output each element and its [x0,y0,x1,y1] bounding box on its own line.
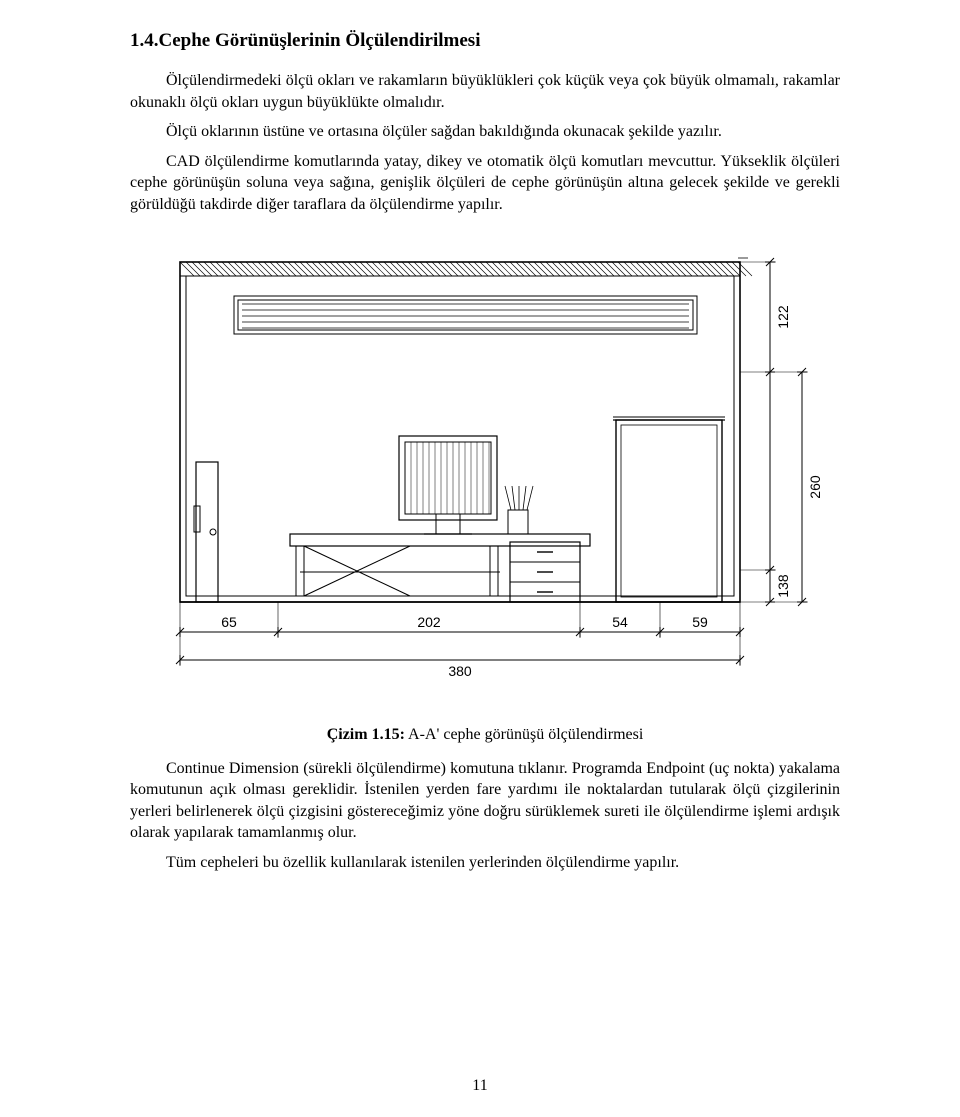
svg-text:54: 54 [612,614,628,630]
drawing-svg: 65 202 54 59 380 122 138 260 [130,242,850,712]
svg-text:59: 59 [692,614,708,630]
svg-text:122: 122 [775,305,791,329]
section-heading: 1.4.Cephe Görünüşlerinin Ölçülendirilmes… [130,30,840,52]
document-page: 1.4.Cephe Görünüşlerinin Ölçülendirilmes… [0,0,960,1117]
elevation-drawing: 65 202 54 59 380 122 138 260 [130,242,850,712]
svg-text:202: 202 [417,614,441,630]
caption-text: A-A' cephe görünüşü ölçülendirmesi [405,726,643,743]
page-number: 11 [0,1077,960,1095]
svg-text:260: 260 [807,475,823,499]
svg-text:65: 65 [221,614,237,630]
svg-text:380: 380 [448,663,472,679]
caption-label: Çizim 1.15: [327,726,405,743]
paragraph-4: Continue Dimension (sürekli ölçülendirme… [130,758,840,844]
svg-text:138: 138 [775,574,791,598]
figure-caption: Çizim 1.15: A-A' cephe görünüşü ölçülend… [130,726,840,744]
paragraph-1: Ölçülendirmedeki ölçü okları ve rakamlar… [130,70,840,113]
paragraph-3: CAD ölçülendirme komutlarında yatay, dik… [130,151,840,216]
paragraph-2: Ölçü oklarının üstüne ve ortasına ölçüle… [130,121,840,143]
paragraph-5: Tüm cepheleri bu özellik kullanılarak is… [130,852,840,874]
